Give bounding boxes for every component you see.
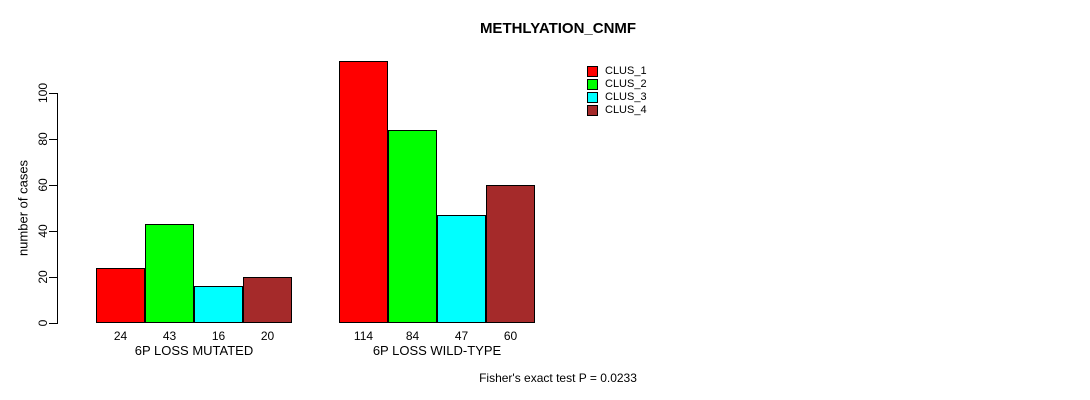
legend-item-clus_1: CLUS_1 xyxy=(587,65,647,77)
y-tick-mark xyxy=(49,323,57,324)
bar-value-label: 84 xyxy=(405,329,420,343)
legend-label: CLUS_4 xyxy=(605,104,647,116)
bar-value-label: 114 xyxy=(353,329,374,343)
legend-item-clus_3: CLUS_3 xyxy=(587,91,647,103)
bar-clus_3-group1 xyxy=(194,286,243,323)
bar-clus_3-group2 xyxy=(437,215,486,323)
bar-clus_4-group2 xyxy=(486,185,535,323)
y-tick-label: 20 xyxy=(36,270,50,284)
legend-swatch-clus_3 xyxy=(587,91,598,103)
bar-clus_1-group2 xyxy=(339,61,388,323)
bar-value-label: 43 xyxy=(162,329,177,343)
bar-value-label: 47 xyxy=(454,329,469,343)
y-axis-line xyxy=(57,93,58,324)
legend-item-clus_4: CLUS_4 xyxy=(587,104,647,116)
y-tick-mark xyxy=(49,277,57,278)
bar-clus_2-group2 xyxy=(388,130,437,323)
bar-clus_1-group1 xyxy=(96,268,145,323)
legend-swatch-clus_2 xyxy=(587,78,598,90)
y-tick-mark xyxy=(49,185,57,186)
y-tick-mark xyxy=(49,93,57,94)
x-category-label: 6P LOSS WILD-TYPE xyxy=(372,343,502,358)
bar-value-label: 20 xyxy=(260,329,275,343)
y-tick-label: 0 xyxy=(36,319,50,327)
y-tick-label: 80 xyxy=(36,132,50,146)
legend-label: CLUS_1 xyxy=(605,65,647,77)
legend-swatch-clus_1 xyxy=(587,65,598,77)
legend-swatch-clus_4 xyxy=(587,104,598,116)
bar-value-label: 16 xyxy=(211,329,226,343)
y-tick-label: 60 xyxy=(36,178,50,192)
legend-item-clus_2: CLUS_2 xyxy=(587,78,647,90)
y-tick-mark xyxy=(49,139,57,140)
bar-clus_2-group1 xyxy=(145,224,194,323)
legend-label: CLUS_3 xyxy=(605,91,647,103)
bar-value-label: 60 xyxy=(503,329,518,343)
bar-value-label: 24 xyxy=(113,329,128,343)
x-category-label: 6P LOSS MUTATED xyxy=(134,343,254,358)
y-tick-mark xyxy=(49,231,57,232)
y-tick-label: 40 xyxy=(36,224,50,238)
y-tick-label: 100 xyxy=(36,82,50,104)
bar-clus_4-group1 xyxy=(243,277,292,323)
legend-label: CLUS_2 xyxy=(605,78,647,90)
annotation-text: Fisher's exact test P = 0.0233 xyxy=(479,371,637,385)
chart-title: METHLYATION_CNMF xyxy=(479,20,637,37)
